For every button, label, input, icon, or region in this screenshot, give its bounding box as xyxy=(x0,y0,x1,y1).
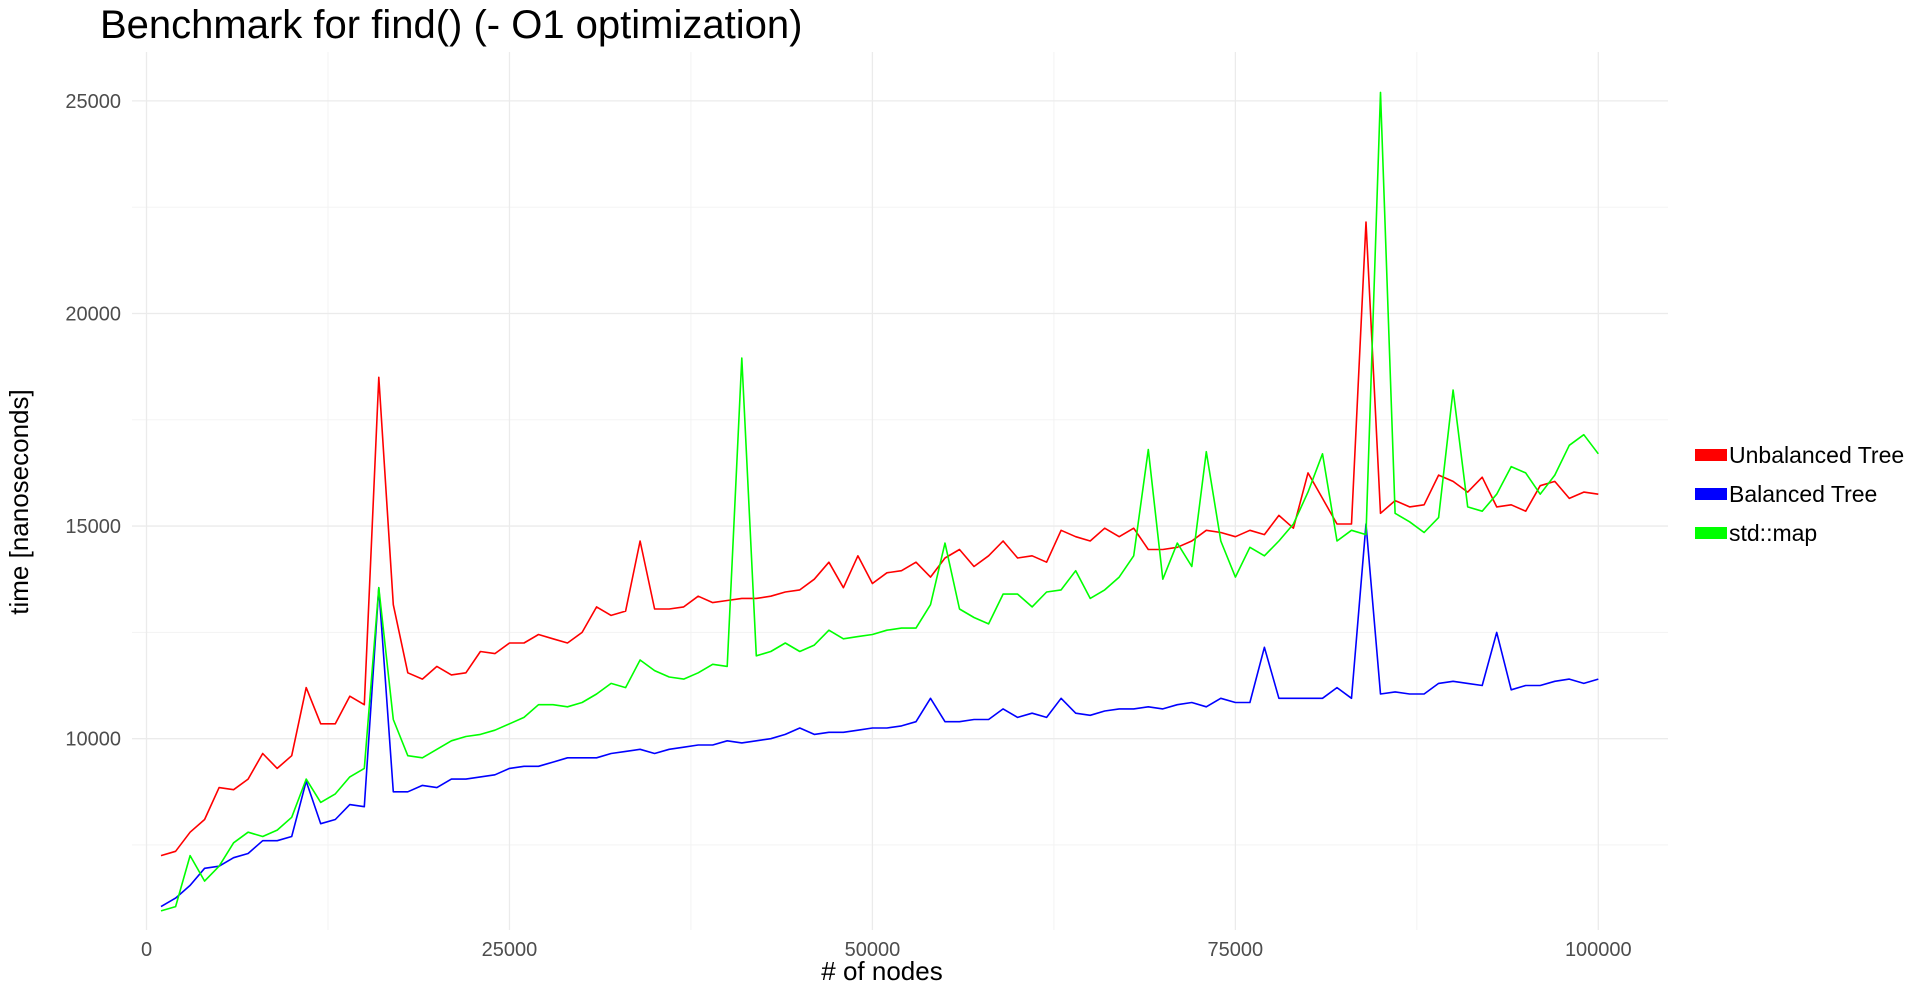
y-axis-title: time [nanoseconds] xyxy=(4,389,34,614)
x-tick-label-3: 75000 xyxy=(1208,939,1264,961)
legend-label-1: Balanced Tree xyxy=(1729,481,1877,507)
y-tick-label-2: 20000 xyxy=(65,303,121,325)
legend-label-2: std::map xyxy=(1729,520,1817,546)
series-line-unbalanced-tree xyxy=(160,221,1599,857)
legend-label-0: Unbalanced Tree xyxy=(1729,442,1904,468)
minor-gridlines xyxy=(132,52,1668,930)
legend-item-2: std::map xyxy=(1695,520,1817,546)
x-tick-label-2: 50000 xyxy=(845,939,901,961)
x-tick-label-1: 25000 xyxy=(482,939,538,961)
legend-item-1: Balanced Tree xyxy=(1695,481,1877,507)
series-line-balanced-tree xyxy=(160,523,1599,908)
legend-swatch-0 xyxy=(1695,449,1727,461)
major-gridlines xyxy=(132,52,1668,930)
x-axis-title: # of nodes xyxy=(821,956,942,986)
y-tick-label-0: 10000 xyxy=(65,729,121,751)
x-tick-label-4: 100000 xyxy=(1565,939,1632,961)
legend-swatch-2 xyxy=(1695,527,1727,539)
y-tick-label-3: 25000 xyxy=(65,91,121,113)
y-axis-tick-labels: 10000 15000 20000 25000 xyxy=(65,91,121,751)
series-lines xyxy=(160,91,1599,912)
x-tick-label-0: 0 xyxy=(141,939,152,961)
chart-title: Benchmark for find() (- O1 optimization) xyxy=(100,3,802,47)
legend-item-0: Unbalanced Tree xyxy=(1695,442,1904,468)
series-line-std-map xyxy=(160,91,1599,912)
legend-swatch-1 xyxy=(1695,488,1727,500)
y-tick-label-1: 15000 xyxy=(65,516,121,538)
x-axis-tick-labels: 0 25000 50000 75000 100000 xyxy=(141,939,1632,961)
